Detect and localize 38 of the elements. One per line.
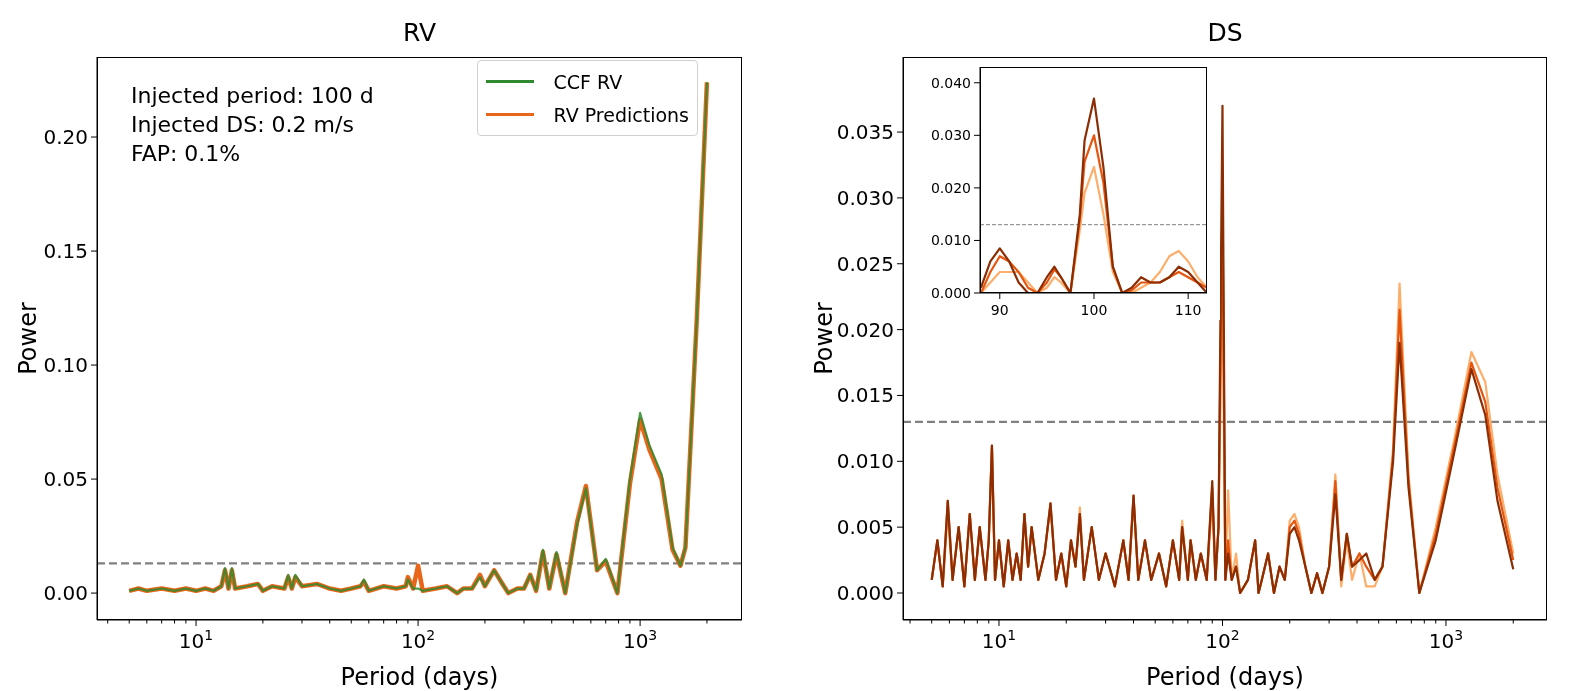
- x-tick-label: 90: [990, 302, 1009, 318]
- x-tick-label: 10$^{1}$: [178, 627, 214, 653]
- y-axis-title: Power: [13, 302, 42, 375]
- y-tick-label: 0.000: [930, 284, 971, 301]
- y-tick-label: 0.030: [930, 127, 971, 144]
- legend-label: RV Predictions: [553, 103, 689, 126]
- y-tick-label: 0.20: [43, 125, 88, 150]
- y-tick-label: 0.015: [836, 383, 894, 408]
- x-axis-title: Period (days): [340, 663, 499, 691]
- x-tick-label: 110: [1174, 302, 1202, 318]
- annotation: Injected DS: 0.2 m/s: [131, 111, 355, 139]
- x-tick-label: 10$^{2}$: [1205, 627, 1240, 653]
- y-tick-label: 0.010: [836, 449, 894, 474]
- y-tick-label: 0.005: [836, 515, 894, 540]
- y-tick-label: 0.10: [43, 353, 88, 378]
- legend-label: CCF RV: [553, 70, 623, 93]
- x-tick-label: 10$^{3}$: [1428, 627, 1464, 653]
- chart-title: RV: [401, 18, 438, 47]
- y-tick-label: 0.020: [836, 317, 894, 342]
- y-axis-title: Power: [809, 302, 838, 375]
- y-tick-label: 0.020: [930, 179, 971, 196]
- y-tick-label: 0.15: [43, 239, 88, 264]
- y-tick-label: 0.05: [43, 467, 88, 492]
- y-tick-label: 0.035: [836, 120, 894, 145]
- y-tick-label: 0.000: [836, 581, 894, 605]
- y-tick-label: 0.030: [836, 185, 894, 210]
- chart-title: DS: [1206, 18, 1244, 47]
- x-axis-title: Period (days): [1146, 663, 1304, 691]
- annotation: Injected period: 100 d: [131, 82, 374, 110]
- y-tick-label: 0.040: [930, 74, 971, 91]
- y-tick-label: 0.025: [836, 251, 894, 276]
- x-tick-label: 10$^{1}$: [981, 627, 1017, 653]
- x-tick-label: 10$^{3}$: [622, 627, 658, 653]
- y-tick-label: 0.010: [930, 232, 971, 249]
- annotation: FAP: 0.1%: [131, 140, 242, 168]
- x-tick-label: 10$^{2}$: [400, 627, 436, 653]
- y-tick-label: 0.00: [43, 581, 88, 606]
- x-tick-label: 100: [1080, 302, 1108, 318]
